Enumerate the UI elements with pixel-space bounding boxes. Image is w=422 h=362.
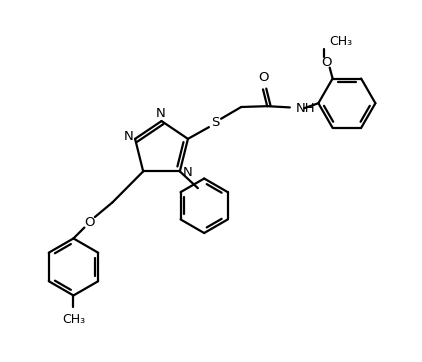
- Text: NH: NH: [296, 102, 315, 115]
- Text: O: O: [84, 216, 95, 229]
- Text: N: N: [156, 107, 165, 120]
- Text: N: N: [124, 130, 134, 143]
- Text: S: S: [211, 117, 219, 130]
- Text: O: O: [321, 56, 332, 69]
- Text: CH₃: CH₃: [330, 35, 353, 48]
- Text: O: O: [258, 71, 268, 84]
- Text: N: N: [183, 166, 192, 179]
- Text: CH₃: CH₃: [62, 313, 85, 326]
